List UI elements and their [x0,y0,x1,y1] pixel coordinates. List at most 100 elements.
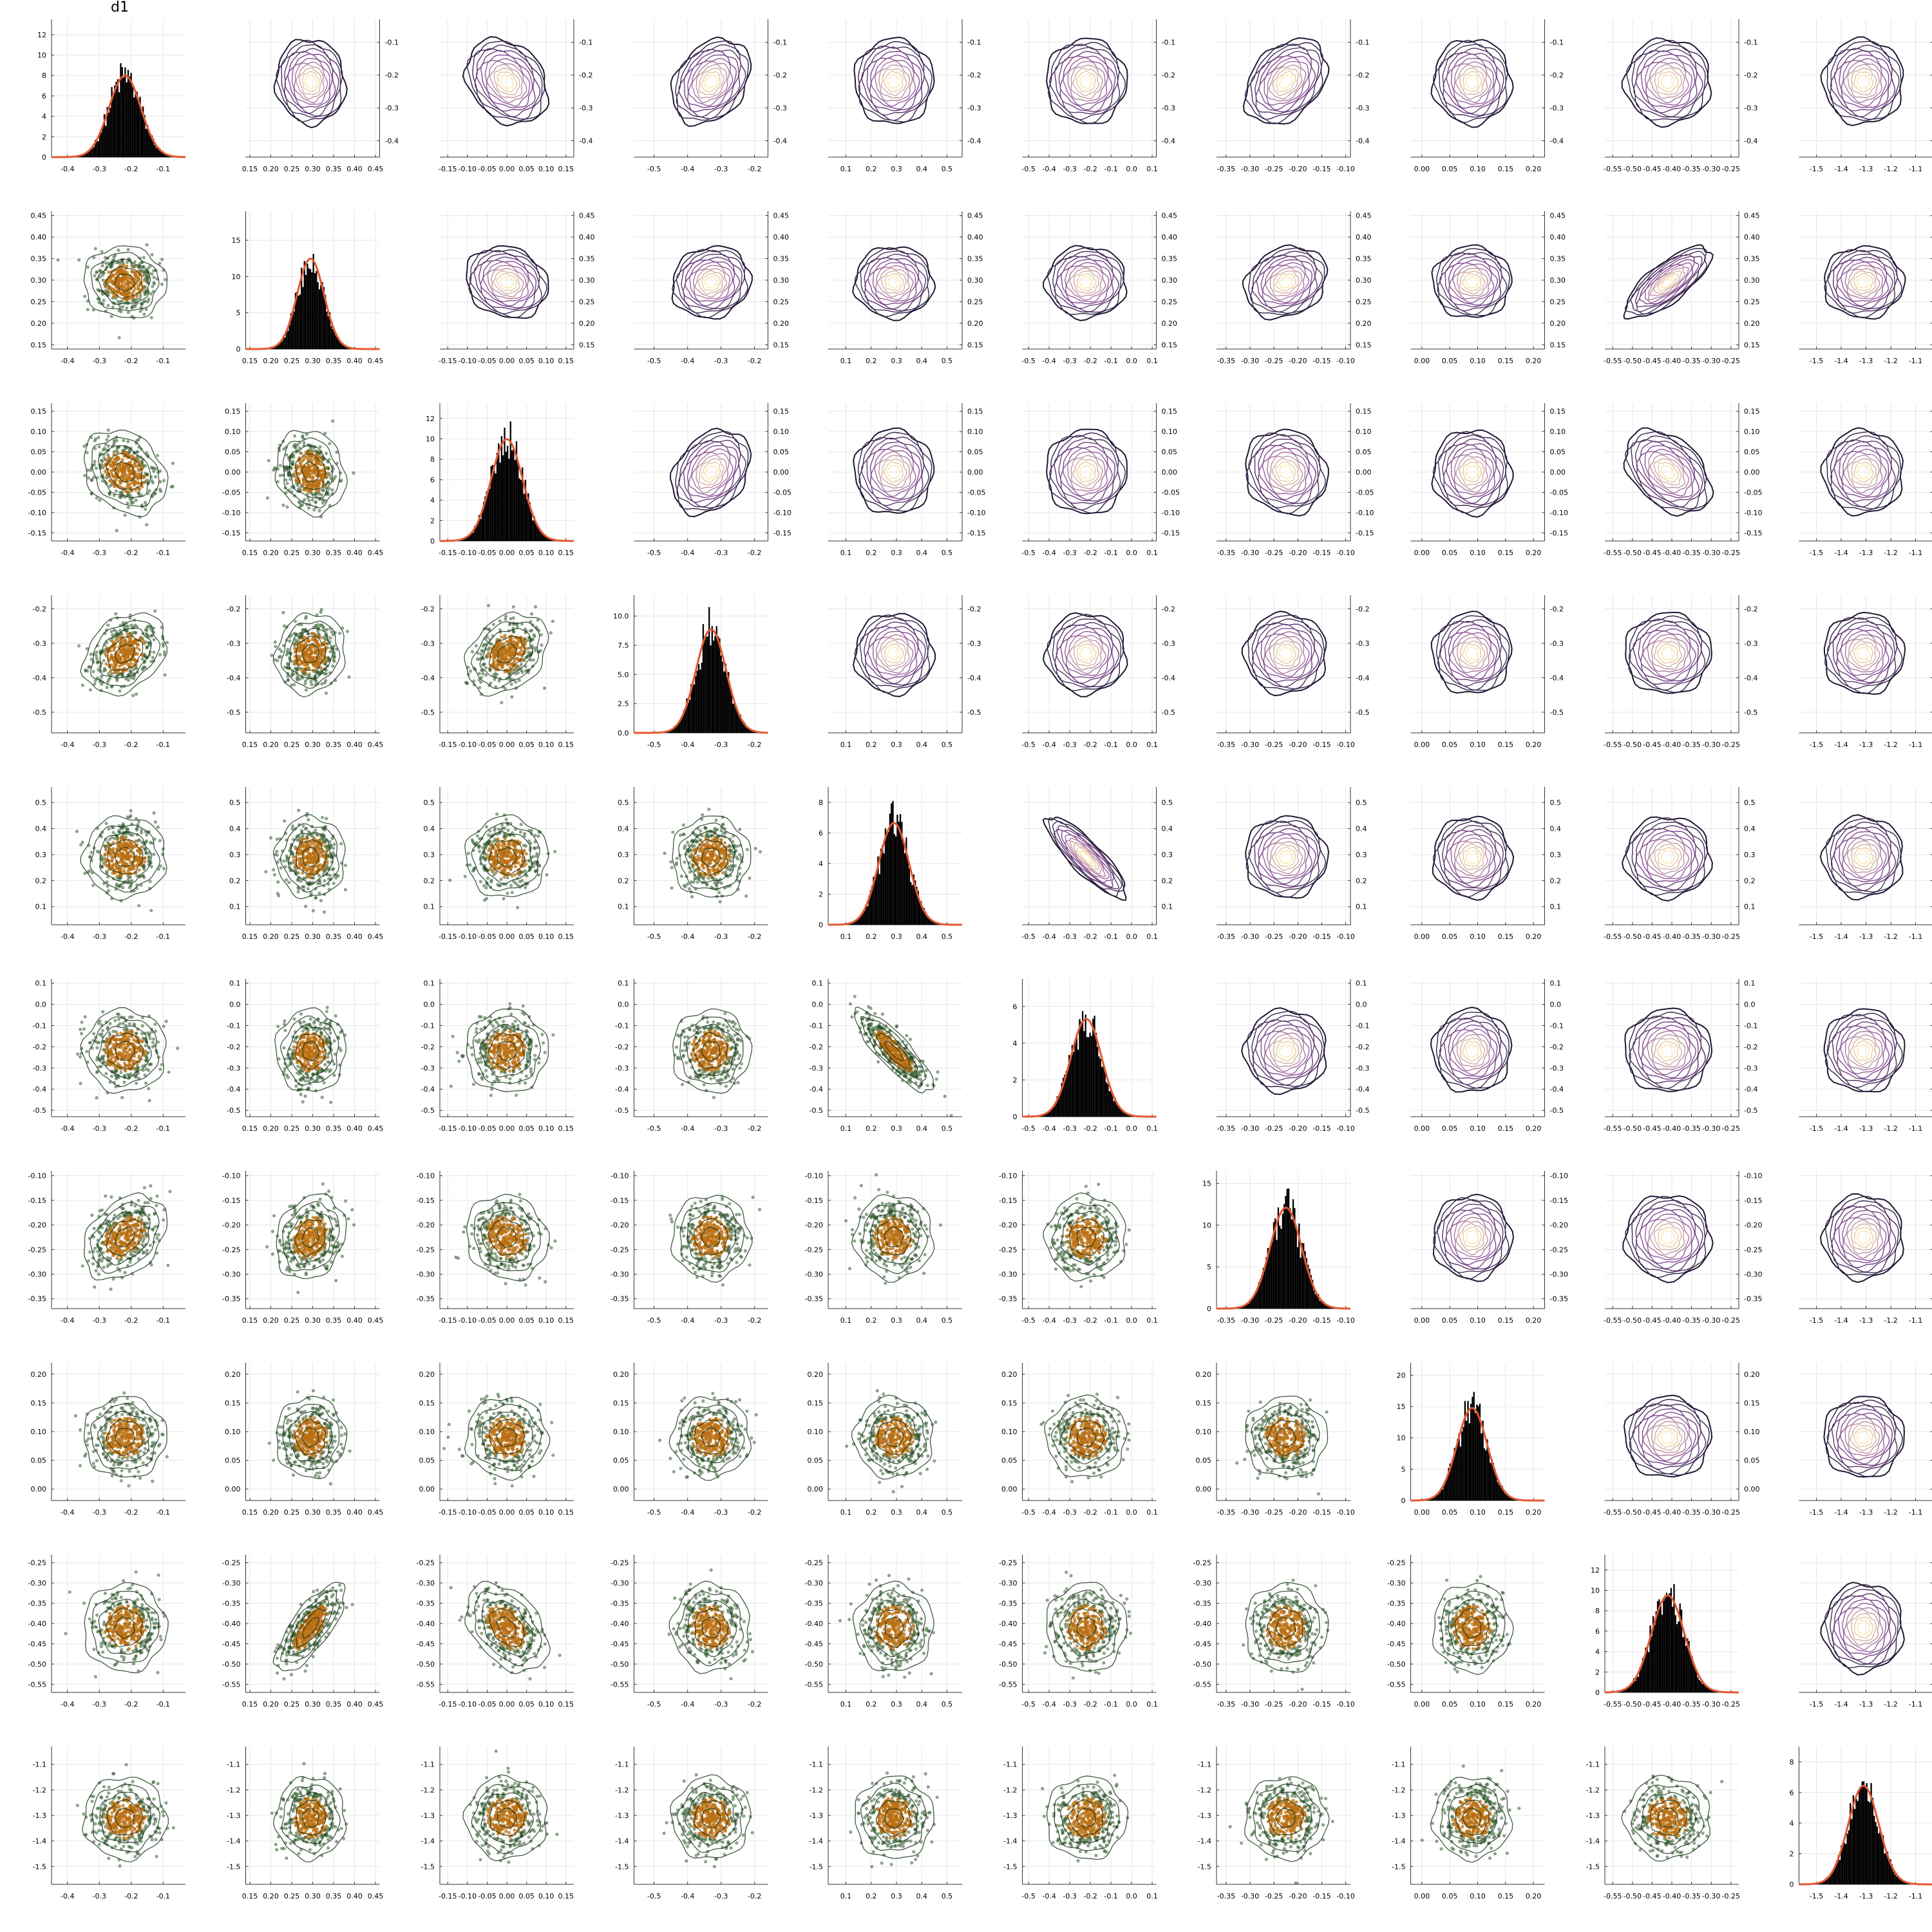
density-contour [1275,273,1296,292]
density-contour [1830,44,1900,120]
histogram-bar [93,147,95,157]
density-contour [1443,52,1501,114]
x-tick-label: -0.3 [1063,165,1076,173]
scatter-point [126,654,130,659]
y-tick-label: 0.10 [967,428,983,436]
x-tick-label: 0.45 [368,741,384,749]
y-tick-label: 0.30 [31,276,47,285]
y-tick-label: -0.3 [1162,639,1175,648]
histogram-bar [292,314,294,349]
panel-r2-c1: 0.15 0.20 0.25 0.30 0.35 0.40 0.45 -0.15 -0.10 -0… [222,403,383,557]
density-contour [1826,431,1902,511]
scatter-point [90,851,93,855]
scatter-point [138,256,142,260]
histogram-bar [305,274,307,349]
scatter-point [122,656,126,660]
scatter-point [504,614,508,618]
scatter-point [143,500,147,504]
density-contour [1826,41,1902,121]
scatter-point [114,457,118,461]
scatter-point [106,444,111,448]
scatter-point [265,496,269,500]
histogram-bar [714,636,716,733]
scatter-point [482,662,486,666]
scatter-point [294,620,298,623]
x-tick-label: -0.4 [681,549,694,557]
panel-r3-c2: -0.15 -0.10 -0.05 0.00 0.05 0.10 0.15 -0.5 -0.4 -… [421,595,574,749]
scatter-point [153,492,157,496]
density-contour [304,75,317,90]
y-tick-label: 0.25 [579,298,595,306]
histogram-bar [117,79,118,157]
scatter-point [86,265,90,269]
scatter-point [330,630,334,634]
histogram-bar [526,498,528,541]
y-tick-label: 0.05 [1744,448,1760,457]
histogram-bar [717,636,719,733]
scatter-point [307,652,312,656]
scatter-point [321,489,326,493]
density-contour [1052,618,1122,688]
x-tick-label: 0.20 [263,357,279,365]
histogram-bar [133,97,135,157]
histogram-bar [311,272,313,349]
scatter-point [539,633,543,637]
scatter-point [308,646,312,650]
scatter-point [153,475,158,479]
histogram-bar [685,710,687,733]
histogram-bar [126,82,128,157]
scatter-point [100,462,104,467]
x-tick-label: 0.5 [942,165,953,173]
y-tick-label: -0.5 [33,708,46,717]
density-contour [480,260,534,307]
y-tick-label: 0 [42,153,46,162]
y-tick-label: 0.15 [1356,341,1372,349]
histogram-bar [145,128,147,157]
density-contour [284,48,339,117]
scatter-point [137,287,140,291]
histogram-bar [106,107,108,157]
scatter-point [95,657,99,661]
histogram-bar [314,273,316,349]
density-contour [1452,264,1491,299]
y-tick-label: -0.2 [421,605,435,613]
density-contour [1853,71,1874,93]
x-tick-label: 0.1 [1146,741,1158,749]
density-contour [1833,50,1893,111]
panel-r2-c3: -0.5 -0.4 -0.3 -0.2 -0.15 -0.10 -0.05 0.00 0.05 0… [634,403,791,557]
histogram-bar [499,462,501,541]
x-tick-label: -1.5 [1810,741,1823,749]
scatter-point [105,293,109,298]
scatter-point [312,508,316,512]
x-tick-label: -0.3 [93,165,106,173]
scatter-point [286,677,290,681]
density-contour [472,44,543,120]
x-tick-label: -1.5 [1810,549,1823,557]
histogram-bar [328,312,331,349]
density-contour [1076,273,1097,292]
scatter-point [307,498,311,503]
scatter-point [129,814,133,818]
density-contour [704,74,718,90]
scatter-point [113,837,117,840]
x-tick-label: -0.3 [1063,357,1076,365]
panel-r1-c3: -0.5 -0.4 -0.3 -0.2 0.15 0.20 0.25 0.30 0.35 0.40… [634,211,789,365]
x-tick-label: 0.3 [891,549,902,557]
x-tick-label: -0.1 [156,549,170,557]
scatter-point [509,683,513,687]
scatter-point [105,438,109,442]
scatter-point [131,265,135,269]
panel-r0-c8: -0.55 -0.50 -0.45 -0.40 -0.35 -0.30 -0.25 -0.4 -… [1604,19,1757,173]
scatter-point [124,639,128,643]
y-tick-label: 0.20 [967,319,983,328]
scatter-point [551,620,554,623]
density-contour [469,250,542,315]
density-contour [691,61,730,104]
scatter-point [142,474,146,478]
scatter-point [307,632,310,636]
histogram-bar [495,473,497,541]
x-tick-label: 0.05 [1442,165,1458,173]
scatter-point [511,605,515,609]
histogram-bar [327,316,329,349]
scatter-point [134,652,138,656]
